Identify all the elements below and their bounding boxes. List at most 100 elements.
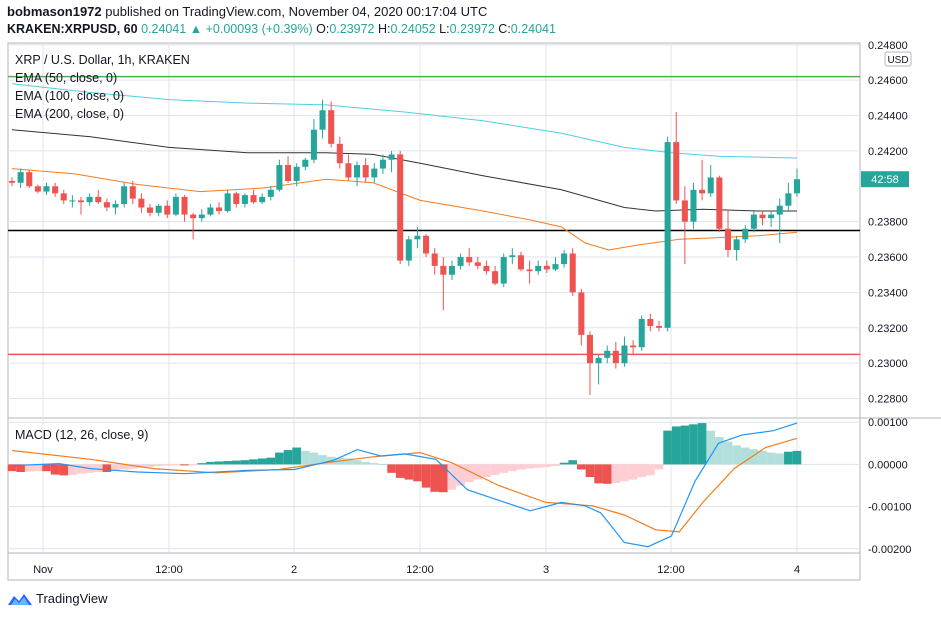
candle-body: [233, 193, 240, 204]
candle: [310, 119, 317, 164]
time-tick-label: 2: [291, 564, 297, 576]
legend-ema50: EMA (50, close, 0): [15, 71, 118, 85]
symbol-label: KRAKEN:XRPUSD, 60: [7, 22, 138, 36]
macd-histogram-bar: [464, 464, 474, 483]
candle-body: [457, 257, 464, 266]
macd-histogram-bar: [421, 464, 431, 488]
candle: [103, 198, 110, 212]
macd-histogram-bar: [628, 464, 638, 480]
candle-body: [716, 177, 723, 229]
publisher-name[interactable]: bobmason1972: [7, 4, 102, 19]
candle-body: [336, 143, 343, 164]
publish-info: bobmason1972 published on TradingView.co…: [7, 4, 487, 19]
time-tick-label: 12:00: [155, 564, 183, 576]
candle-body: [52, 186, 59, 194]
macd-histogram-bar: [792, 450, 802, 465]
macd-histogram-bar: [249, 459, 258, 465]
candle-body: [595, 357, 602, 364]
candle-body: [354, 165, 361, 178]
candle-body: [34, 186, 41, 192]
macd-histogram-bar: [749, 449, 759, 465]
candle: [121, 182, 128, 208]
candle-body: [172, 196, 179, 215]
candle: [60, 189, 67, 204]
candle-body: [8, 180, 16, 183]
candle: [259, 193, 266, 204]
macd-histogram-bar: [68, 464, 77, 475]
macd-histogram-bar: [542, 464, 552, 467]
candle: [750, 211, 757, 233]
candle: [241, 193, 248, 208]
macd-histogram-bar: [50, 464, 60, 475]
macd-histogram-bar: [620, 464, 629, 482]
ema50-line: [11, 168, 798, 251]
macd-histogram-bar: [309, 452, 319, 465]
candle-body: [500, 257, 507, 284]
candle: [354, 161, 361, 187]
candle: [181, 195, 188, 222]
candle-body: [776, 205, 783, 215]
candle-body: [690, 189, 697, 222]
published-text: published on TradingView.com, November 0…: [105, 4, 488, 19]
macd-histogram-bar: [740, 447, 750, 465]
macd-histogram-bar: [369, 463, 379, 465]
macd-histogram-bar: [646, 464, 655, 476]
candle-body: [86, 196, 93, 203]
macd-histogram-bar: [24, 464, 34, 472]
candle: [379, 154, 386, 174]
macd-histogram-bar: [318, 455, 327, 465]
price-change: +0.00093 (+0.39%): [205, 22, 313, 36]
macd-histogram-bar: [171, 464, 181, 466]
candle: [423, 234, 430, 258]
macd-histogram-bar: [128, 464, 138, 469]
candle-body: [241, 195, 248, 204]
candle: [77, 196, 85, 215]
low-label: L:: [439, 22, 450, 36]
candle: [793, 168, 801, 197]
tradingview-footer[interactable]: TradingView: [8, 591, 108, 606]
last-price: 0.24041: [141, 22, 187, 36]
candle: [552, 257, 559, 272]
candle-body: [285, 165, 292, 181]
candle: [647, 313, 654, 332]
macd-histogram-bar: [706, 430, 716, 465]
candle-body: [26, 172, 33, 187]
price-tick-label: 0.23800: [868, 217, 908, 229]
macd-histogram-bar: [439, 464, 448, 493]
candle: [492, 265, 499, 286]
macd-histogram-bar: [577, 464, 586, 470]
candle: [785, 182, 792, 212]
high-value: 0.24052: [390, 22, 436, 36]
candle: [17, 168, 24, 189]
candle-body: [483, 265, 490, 272]
candle-body: [440, 265, 447, 275]
time-tick-label: 3: [543, 564, 549, 576]
candle: [448, 260, 455, 281]
candle-body: [630, 345, 637, 348]
price-tick-label: 0.23200: [868, 323, 908, 335]
candle-body: [699, 189, 706, 194]
candle: [431, 248, 438, 275]
current-price-box: [861, 171, 909, 188]
macd-histogram-bar: [93, 464, 103, 472]
tradingview-brand: TradingView: [36, 591, 108, 606]
candle: [336, 136, 343, 169]
candle: [500, 253, 507, 288]
candle-body: [60, 193, 67, 201]
macd-histogram-bar: [499, 464, 509, 473]
macd-histogram-bar: [456, 464, 465, 486]
macd-tick-label: 0.00000: [868, 459, 908, 471]
candle: [362, 157, 369, 183]
candle-body: [431, 253, 438, 266]
candle-body: [664, 142, 671, 328]
macd-histogram-bar: [257, 458, 267, 465]
macd-histogram-bar: [240, 460, 250, 465]
macd-histogram-bar: [33, 464, 43, 472]
high-label: H:: [378, 22, 391, 36]
candle: [43, 182, 50, 196]
legend-ema100: EMA (100, close, 0): [15, 89, 125, 103]
candle-body: [724, 228, 732, 250]
candle-body: [569, 253, 576, 293]
candle-body: [785, 193, 792, 206]
